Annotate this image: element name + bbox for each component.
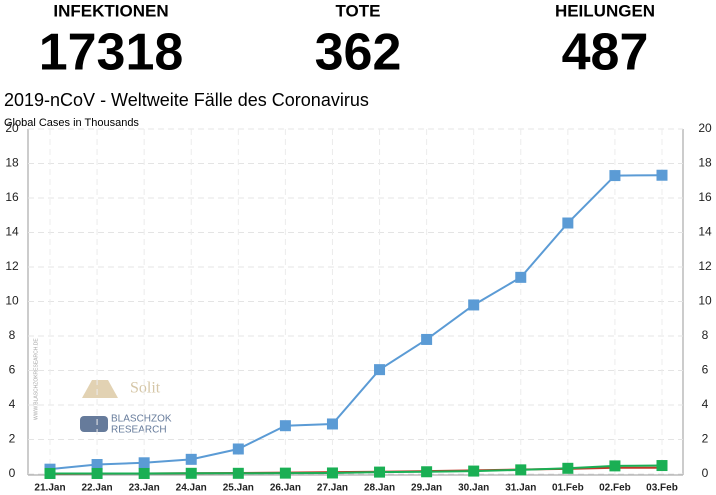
- stat-label: TOTE: [335, 1, 380, 20]
- brand-text: Solit: [130, 380, 161, 397]
- point: [91, 459, 103, 471]
- x-tick-label: 25.Jan: [223, 483, 254, 494]
- stat-label: INFEKTIONEN: [53, 1, 168, 20]
- point: [421, 466, 433, 478]
- y-tick-label: 8: [9, 328, 16, 342]
- point: [609, 460, 621, 472]
- url-text: WWW.BLASCHZOKRESEARCH.DE: [33, 338, 39, 420]
- stat-value: 362: [315, 24, 402, 82]
- point: [609, 170, 621, 182]
- x-tick-label: 01.Feb: [552, 483, 584, 494]
- point: [656, 169, 668, 181]
- y-tick-label: 20: [5, 121, 19, 135]
- x-tick-label: 22.Jan: [82, 483, 113, 494]
- point: [562, 462, 574, 474]
- logo-text: RESEARCH: [111, 425, 167, 436]
- point: [562, 217, 574, 229]
- point: [326, 418, 338, 430]
- logo-text: BLASCHZOK: [111, 414, 172, 425]
- point: [232, 443, 244, 455]
- point: [421, 333, 433, 345]
- y-tick-label: 18: [5, 156, 19, 170]
- y-tick-label-right: 10: [698, 294, 712, 308]
- point: [468, 299, 480, 311]
- y-tick-label: 16: [5, 190, 19, 204]
- y-tick-label: 4: [9, 397, 16, 411]
- point: [279, 420, 291, 432]
- series-line: [50, 464, 663, 475]
- x-tick-label: 02.Feb: [599, 483, 631, 494]
- x-tick-label: 03.Feb: [646, 483, 678, 494]
- y-tick-label-right: 14: [698, 225, 712, 239]
- y-tick-label: 6: [9, 363, 16, 377]
- point: [468, 465, 480, 477]
- stat-label: HEILUNGEN: [555, 1, 655, 20]
- x-tick-label: 24.Jan: [176, 483, 207, 494]
- x-tick-label: 31.Jan: [505, 483, 536, 494]
- y-tick-label-right: 12: [698, 259, 712, 273]
- brand-icon: [82, 380, 118, 398]
- y-tick-label: 14: [5, 225, 19, 239]
- point: [44, 467, 56, 479]
- logo-icon: [80, 416, 108, 432]
- point: [185, 467, 197, 479]
- y-tick-label-right: 8: [702, 328, 709, 342]
- y-tick-label-right: 18: [698, 156, 712, 170]
- x-tick-label: 28.Jan: [364, 483, 395, 494]
- y-tick-label-right: 2: [702, 432, 709, 446]
- y-tick-label: 10: [5, 294, 19, 308]
- point: [656, 460, 668, 472]
- stat-value: 487: [562, 24, 649, 82]
- y-tick-label: 12: [5, 259, 19, 273]
- point: [374, 466, 386, 478]
- chart-subtitle: Global Cases in Thousands: [4, 117, 139, 129]
- y-tick-label-right: 6: [702, 363, 709, 377]
- y-tick-label: 0: [9, 466, 16, 480]
- point: [279, 467, 291, 479]
- chart-title: 2019-nCoV - Weltweite Fälle des Coronavi…: [4, 90, 369, 110]
- point: [232, 467, 244, 479]
- point: [515, 271, 527, 283]
- stat-value: 17318: [39, 24, 184, 82]
- x-tick-label: 21.Jan: [34, 483, 65, 494]
- point: [138, 457, 150, 469]
- x-tick-label: 30.Jan: [458, 483, 489, 494]
- point: [185, 453, 197, 465]
- y-tick-label-right: 20: [698, 121, 712, 135]
- series-line: [49, 174, 663, 471]
- point: [515, 464, 527, 476]
- x-tick-label: 29.Jan: [411, 483, 442, 494]
- watermark: Solit BLASCHZOK RESEARCH WWW.BLASCHZOKRE…: [33, 338, 172, 436]
- point: [138, 467, 150, 479]
- y-tick-label-right: 0: [702, 466, 709, 480]
- x-tick-label: 26.Jan: [270, 483, 301, 494]
- y-tick-label-right: 16: [698, 190, 712, 204]
- x-tick-label: 23.Jan: [129, 483, 160, 494]
- y-tick-label: 2: [9, 432, 16, 446]
- point: [374, 364, 386, 376]
- point: [91, 467, 103, 479]
- y-tick-label-right: 4: [702, 397, 709, 411]
- x-tick-label: 27.Jan: [317, 483, 348, 494]
- point: [326, 467, 338, 479]
